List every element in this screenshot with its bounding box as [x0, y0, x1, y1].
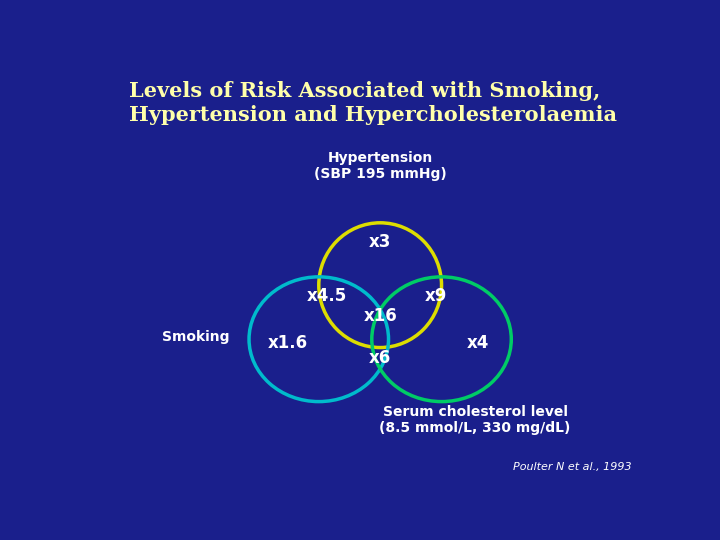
- Text: x16: x16: [364, 307, 397, 326]
- Text: Serum cholesterol level
(8.5 mmol/L, 330 mg/dL): Serum cholesterol level (8.5 mmol/L, 330…: [379, 405, 571, 435]
- Text: x4: x4: [467, 334, 489, 353]
- Text: x9: x9: [425, 287, 447, 305]
- Text: x6: x6: [369, 349, 391, 367]
- Text: Levels of Risk Associated with Smoking,
Hypertension and Hypercholesterolaemia: Levels of Risk Associated with Smoking, …: [129, 82, 617, 125]
- Text: x4.5: x4.5: [307, 287, 347, 305]
- Text: x3: x3: [369, 233, 392, 251]
- Text: Hypertension
(SBP 195 mmHg): Hypertension (SBP 195 mmHg): [314, 151, 446, 181]
- Text: Poulter N et al., 1993: Poulter N et al., 1993: [513, 462, 631, 472]
- Text: Smoking: Smoking: [162, 330, 230, 344]
- Text: x1.6: x1.6: [268, 334, 308, 353]
